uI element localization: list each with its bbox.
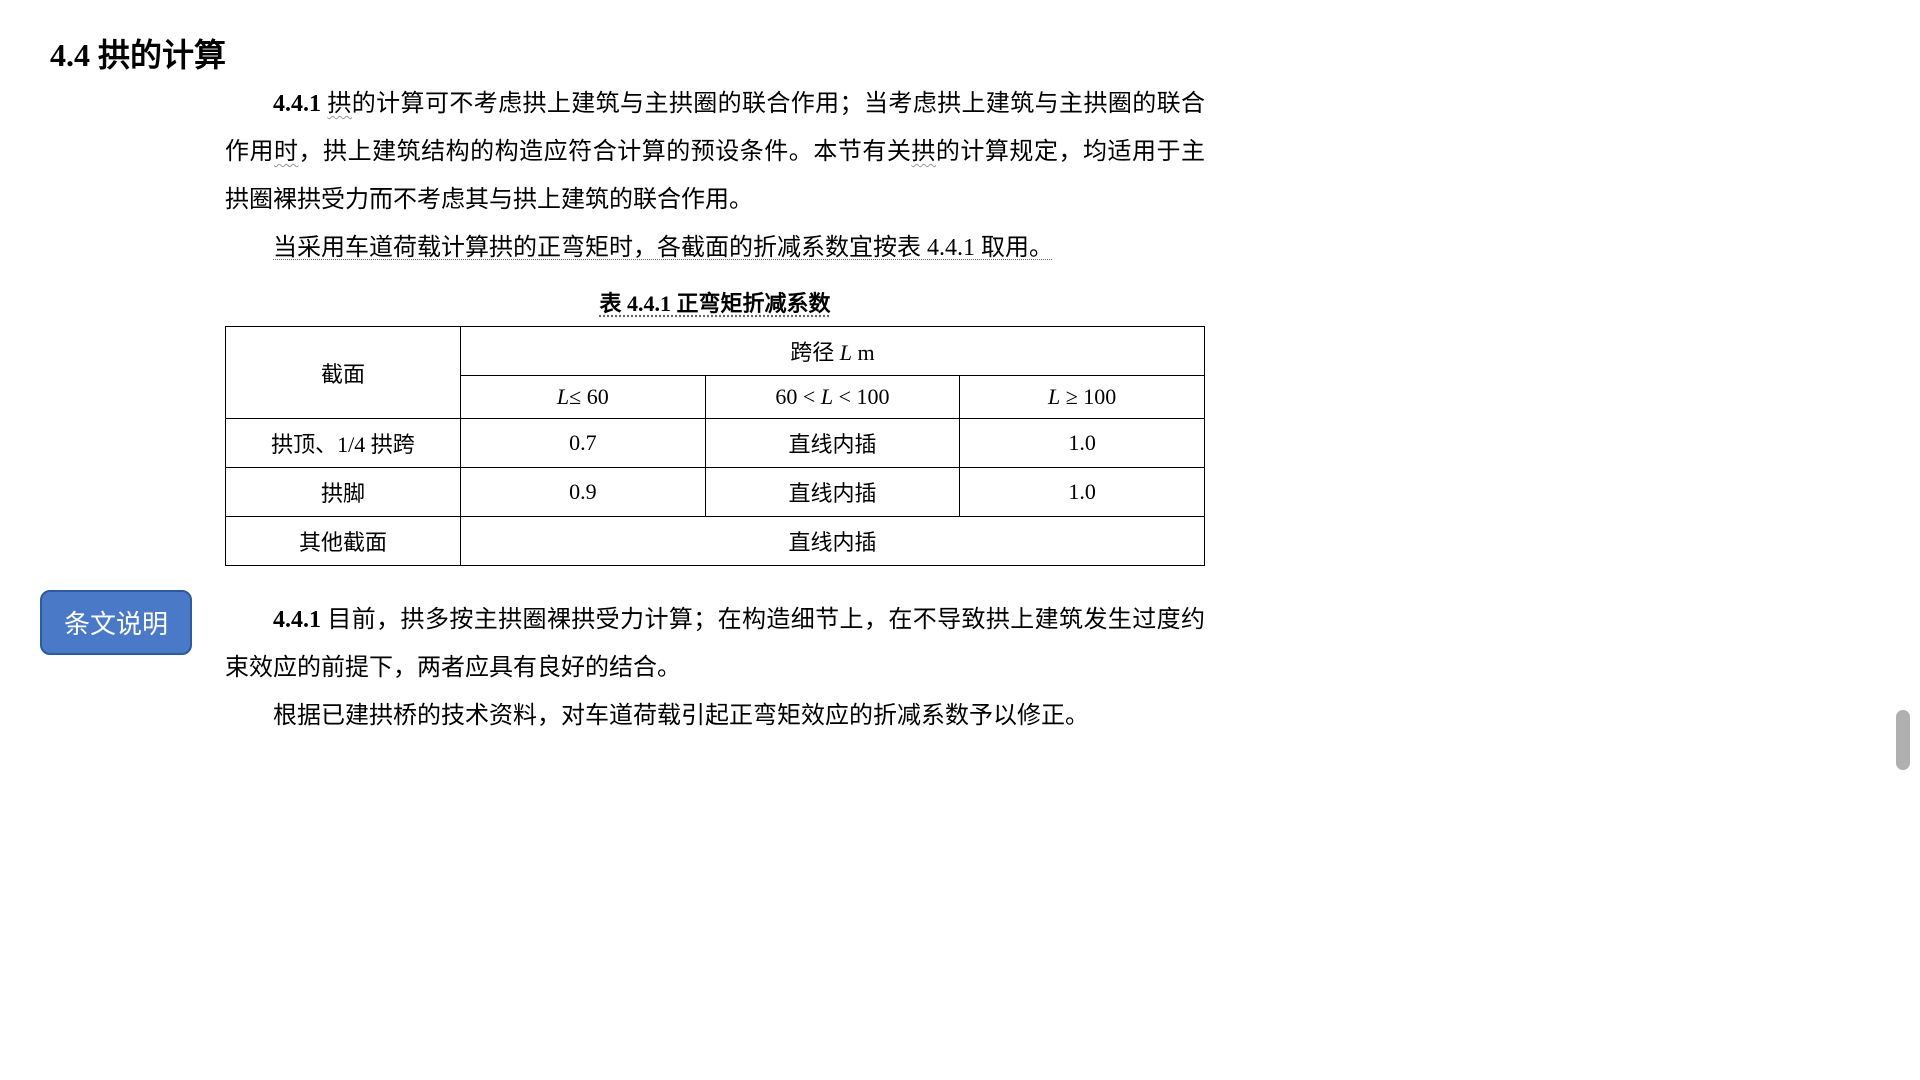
table-header-col-60-100: 60 < L < 100 [705, 376, 960, 419]
main-content: 4.4.1 拱的计算可不考虑拱上建筑与主拱圈的联合作用；当考虑拱上建筑与主拱圈的… [225, 80, 1205, 566]
hdr-post2: < 100 [833, 384, 889, 409]
explanation-section-number: 4.4.1 [273, 607, 321, 633]
hdr-rest3: ≥ 100 [1060, 384, 1116, 409]
explanation-para1: 4.4.1 目前，拱多按主拱圈裸拱受力计算；在构造细节上，在不导致拱上建筑发生过… [225, 596, 1205, 692]
table-cell: 0.9 [460, 468, 705, 517]
table-row: 拱顶、1/4 拱跨 0.7 直线内插 1.0 [226, 419, 1205, 468]
table-row-last: 其他截面 直线内插 [226, 517, 1205, 566]
table-row: 拱脚 0.9 直线内插 1.0 [226, 468, 1205, 517]
text-seg1: 拱 [327, 91, 351, 117]
hdr-L3: L [1048, 384, 1060, 409]
reduction-factor-table: 截面 跨径 L m L≤ 60 60 < L < 100 L ≥ 100 拱顶、… [225, 326, 1205, 566]
table-cell: 1.0 [960, 468, 1205, 517]
table-header-span: 跨径 L m [460, 327, 1204, 376]
table-caption: 表 4.4.1 正弯矩折减系数 [225, 286, 1205, 318]
section-441-paragraph: 4.4.1 拱的计算可不考虑拱上建筑与主拱圈的联合作用；当考虑拱上建筑与主拱圈的… [225, 80, 1205, 224]
table-cell: 直线内插 [705, 419, 960, 468]
hdr-pre2: 60 < [775, 384, 820, 409]
table-cell: 直线内插 [705, 468, 960, 517]
line2-text: 当采用车道荷载计算拱的正弯矩时，各截面的折减系数宜按表 4.4.1 取用。 [273, 235, 1053, 261]
table-cell: 拱脚 [226, 468, 461, 517]
table-header-col-gte100: L ≥ 100 [960, 376, 1205, 419]
span-prefix: 跨径 [790, 340, 840, 365]
table-cell: 拱顶、1/4 拱跨 [226, 419, 461, 468]
section-441-line2: 当采用车道荷载计算拱的正弯矩时，各截面的折减系数宜按表 4.4.1 取用。 [225, 224, 1205, 272]
text-seg4: ，拱上建筑结构的构造应符合计算的预设条件。本节有关 [299, 139, 912, 165]
explanation-badge: 条文说明 [40, 590, 192, 655]
table-cell: 其他截面 [226, 517, 461, 566]
hdr-rest1: ≤ 60 [569, 384, 609, 409]
explanation-text1: 目前，拱多按主拱圈裸拱受力计算；在构造细节上，在不导致拱上建筑发生过度约束效应的… [225, 607, 1205, 681]
text-seg5: 拱 [911, 139, 936, 165]
table-header-row-1: 截面 跨径 L m [226, 327, 1205, 376]
span-suffix: m [852, 340, 875, 365]
table-cell: 0.7 [460, 419, 705, 468]
explanation-para2: 根据已建拱桥的技术资料，对车道荷载引起正弯矩效应的折减系数予以修正。 [225, 692, 1205, 740]
table-header-col-lte60: L≤ 60 [460, 376, 705, 419]
table-cell: 1.0 [960, 419, 1205, 468]
span-L: L [840, 340, 852, 365]
section-number: 4.4.1 [273, 91, 321, 117]
hdr-L1: L [557, 384, 569, 409]
hdr-L2: L [821, 384, 833, 409]
table-cell-merged: 直线内插 [460, 517, 1204, 566]
page-title: 4.4 拱的计算 [50, 30, 226, 76]
table-header-section: 截面 [226, 327, 461, 419]
scrollbar-thumb[interactable] [1896, 710, 1910, 770]
explanation-content: 4.4.1 目前，拱多按主拱圈裸拱受力计算；在构造细节上，在不导致拱上建筑发生过… [225, 596, 1205, 740]
text-seg3: 时 [274, 139, 299, 165]
